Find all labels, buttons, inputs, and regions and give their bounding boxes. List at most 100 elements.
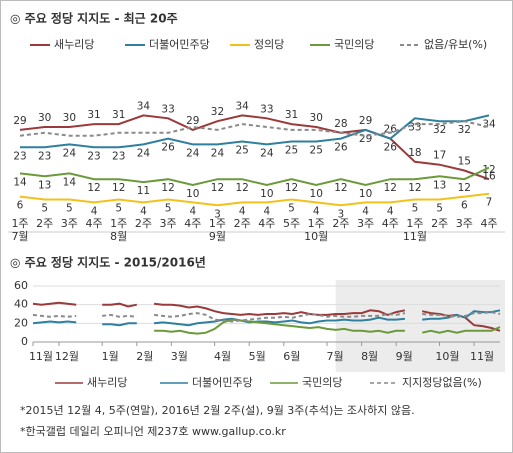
data-label: 13 (38, 179, 51, 191)
data-label: 24 (186, 147, 200, 159)
data-label: 28 (334, 118, 347, 130)
data-label: 5 (436, 203, 443, 215)
x-tick-label: 3주 (160, 217, 177, 230)
data-label: 25 (310, 145, 323, 157)
series-line (32, 311, 501, 323)
data-label: 31 (87, 109, 100, 121)
data-label: 4 (313, 205, 320, 217)
data-label: 10 (359, 188, 372, 200)
series-line (32, 301, 501, 332)
series-line (19, 114, 490, 181)
legend-label: 정의당 (254, 38, 284, 51)
data-label: 5 (115, 203, 122, 215)
data-label: 33 (260, 103, 273, 115)
data-label: 23 (112, 150, 125, 162)
data-label: 5 (41, 203, 48, 215)
data-label: 10 (186, 188, 199, 200)
data-label: 24 (63, 147, 77, 159)
series-line (154, 318, 501, 335)
data-label: 3 (338, 208, 345, 220)
data-label: 3 (214, 208, 221, 220)
data-label: 31 (285, 109, 298, 121)
data-label: 5 (66, 203, 73, 215)
data-label: 4 (263, 205, 270, 217)
x-tick-label: 2주 (234, 217, 251, 230)
data-label: 4 (239, 205, 246, 217)
x-tick-label: 3주 (357, 217, 374, 230)
data-label: 6 (461, 200, 468, 212)
data-label: 34 (235, 100, 249, 112)
data-label: 14 (63, 176, 77, 188)
x-tick-label: 10월 (435, 350, 459, 363)
data-label: 14 (13, 176, 27, 188)
x-tick-label: 4주 (480, 217, 497, 230)
x-tick-label: 11월 (29, 350, 53, 363)
data-label: 12 (384, 182, 397, 194)
x-tick-label: 12월 (55, 350, 79, 363)
data-label: 29 (359, 115, 372, 127)
x-tick-label: 11월 (470, 350, 494, 363)
legend-label: 지지정당없음(%) (402, 376, 482, 389)
data-label: 18 (408, 147, 421, 159)
x-tick-label: 1주 (406, 217, 423, 230)
x-tick-label: 9월 (396, 350, 413, 363)
series-line (32, 309, 501, 327)
data-label: 12 (211, 182, 224, 194)
data-label: 26 (161, 142, 175, 154)
data-label: 24 (211, 147, 225, 159)
legend-label: 없음/유보(%) (424, 38, 487, 51)
legend-label: 국민의당 (334, 38, 374, 51)
x-tick-label: 3월 (171, 350, 188, 363)
data-label: 29 (186, 115, 199, 127)
data-label: 4 (140, 205, 147, 217)
series-line (20, 114, 490, 149)
x-tick-label: 6월 (283, 350, 300, 363)
x-tick-label: 1주 (11, 217, 28, 230)
footnote: *2015년 12월 4, 5주(연말), 2016년 2월 2주(설), 9월… (20, 403, 415, 417)
data-label: 12 (161, 182, 174, 194)
x-tick-label: 2주 (431, 217, 448, 230)
x-tick-label: 3주 (456, 217, 473, 230)
data-label: 30 (63, 112, 76, 124)
data-label: 34 (482, 118, 496, 130)
data-label: 26 (384, 124, 398, 136)
data-label: 10 (310, 188, 323, 200)
x-tick-label: 1주 (209, 217, 226, 230)
x-tick-label: 2주 (332, 217, 349, 230)
data-label: 12 (285, 182, 298, 194)
data-label: 32 (433, 124, 446, 136)
data-label: 24 (260, 147, 274, 159)
data-label: 10 (260, 188, 273, 200)
x-tick-label: 1주 (308, 217, 325, 230)
series-line (19, 120, 490, 137)
x-month-label: 10월 (304, 230, 328, 243)
legend-label: 더불어민주당 (149, 38, 210, 51)
data-label: 4 (362, 205, 369, 217)
data-label: 30 (310, 112, 323, 124)
data-label: 4 (91, 205, 98, 217)
x-tick-label: 1월 (102, 350, 119, 363)
y-tick-label: 60 (14, 279, 28, 292)
y-tick-label: 20 (14, 316, 28, 329)
data-label: 12 (482, 164, 495, 176)
data-label: 13 (433, 179, 446, 191)
data-label: 32 (211, 106, 224, 118)
data-label: 16 (482, 171, 496, 183)
x-tick-label: 4주 (184, 217, 201, 230)
data-label: 34 (137, 100, 151, 112)
data-label: 23 (87, 150, 100, 162)
x-tick-label: 4주 (258, 217, 275, 230)
data-label: 12 (87, 182, 100, 194)
x-tick-label: 2주 (135, 217, 152, 230)
data-label: 26 (334, 142, 348, 154)
x-tick-label: 8월 (361, 350, 378, 363)
x-month-label: 8월 (110, 230, 127, 243)
x-tick-label: 3주 (61, 217, 78, 230)
x-tick-label: 4월 (214, 350, 231, 363)
y-tick-label: 40 (14, 298, 28, 311)
chart-title: ◎ 주요 정당 지지도 - 2015/2016년 (10, 255, 206, 270)
data-label: 12 (112, 182, 125, 194)
data-label: 4 (387, 205, 394, 217)
